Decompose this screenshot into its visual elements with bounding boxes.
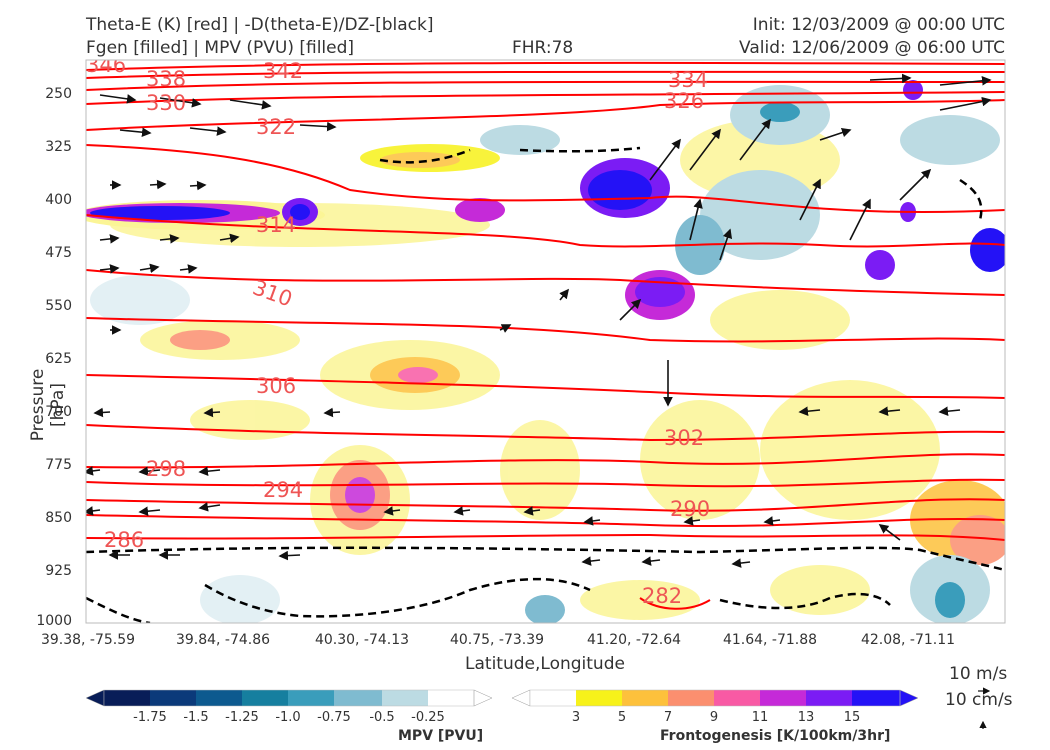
plot-area: 346 338 342 330 322 334 326 314 310 306 … xyxy=(86,53,1005,623)
fgen-tick: 3 xyxy=(571,710,581,725)
y-tick: 400 xyxy=(45,192,72,208)
contour-label: 338 xyxy=(146,67,186,91)
quiver-key-horizontal: 10 m/s xyxy=(949,664,1008,684)
contour-label: 342 xyxy=(263,59,303,83)
y-tick: 1000 xyxy=(36,613,72,629)
mpv-colorbar-label: MPV [PVU] xyxy=(398,728,484,744)
mpv-tick: -0.25 xyxy=(411,710,445,725)
quiver-key-arrows xyxy=(978,687,991,729)
contour-label: 322 xyxy=(256,115,296,139)
forecast-hour: FHR:78 xyxy=(512,38,574,58)
title-line2: Fgen [filled] | MPV (PVU) [filled] xyxy=(86,38,355,58)
x-tick: 40.30, -74.13 xyxy=(314,632,410,648)
y-tick: 625 xyxy=(45,351,72,367)
mpv-tick: -0.75 xyxy=(317,710,351,725)
mpv-tick: -1.0 xyxy=(275,710,301,725)
y-tick: 250 xyxy=(45,86,72,102)
contour-labels: 346 338 342 330 322 334 326 314 310 306 … xyxy=(86,53,710,608)
mpv-tick: -0.5 xyxy=(369,710,395,725)
init-time: Init: 12/03/2009 @ 00:00 UTC xyxy=(752,15,1005,35)
x-tick: 42.08, -71.11 xyxy=(860,632,956,648)
contour-label: 346 xyxy=(86,53,126,77)
y-tick: 775 xyxy=(45,457,72,473)
valid-time: Valid: 12/06/2009 @ 06:00 UTC xyxy=(739,38,1005,58)
contour-label: 330 xyxy=(146,91,186,115)
x-axis-label: Latitude,Longitude xyxy=(465,654,625,674)
y-tick: 475 xyxy=(45,245,72,261)
mpv-tick: -1.25 xyxy=(225,710,259,725)
y-tick: 850 xyxy=(45,510,72,526)
contour-label: 286 xyxy=(104,528,144,552)
mpv-tick: -1.5 xyxy=(183,710,209,725)
fgen-tick: 15 xyxy=(843,710,861,725)
x-tick: 39.84, -74.86 xyxy=(175,632,271,648)
x-tick: 40.75, -73.39 xyxy=(449,632,545,648)
contour-label: 314 xyxy=(256,213,296,237)
fgen-tick: 11 xyxy=(751,710,769,725)
x-tick: 39.38, -75.59 xyxy=(40,632,136,648)
y-tick: 325 xyxy=(45,139,72,155)
quiver-key-vertical: 10 cm/s xyxy=(945,690,1013,710)
y-tick: 550 xyxy=(45,298,72,314)
y-tick: 925 xyxy=(45,563,72,579)
contour-label: 326 xyxy=(664,89,704,113)
contour-label: 302 xyxy=(664,426,704,450)
contour-label: 334 xyxy=(668,68,708,92)
mpv-colorbar xyxy=(85,689,493,707)
x-tick: 41.64, -71.88 xyxy=(722,632,818,648)
fgen-colorbar-label: Frontogenesis [K/100km/3hr] xyxy=(660,728,891,744)
contour-label: 294 xyxy=(263,478,303,502)
fgen-tick: 7 xyxy=(663,710,673,725)
contour-label: 290 xyxy=(670,497,710,521)
stability-contours xyxy=(86,146,1005,623)
wind-vectors xyxy=(86,73,992,568)
pv-band xyxy=(86,80,1005,320)
plot-frame xyxy=(85,59,1006,624)
fgen-colorbar xyxy=(511,689,919,707)
fgen-tick: 9 xyxy=(709,710,719,725)
mpv-tick: -1.75 xyxy=(133,710,167,725)
contour-label: 282 xyxy=(642,584,682,608)
theta-e-contours xyxy=(86,61,1005,610)
title-line1: Theta-E (K) [red] | -D(theta-E)/DZ-[blac… xyxy=(86,15,434,35)
fgen-tick: 5 xyxy=(617,710,627,725)
fgen-tick: 13 xyxy=(797,710,815,725)
contour-label: 298 xyxy=(146,457,186,481)
y-tick: 700 xyxy=(45,404,72,420)
contour-label: 306 xyxy=(256,374,296,398)
fgen-fill xyxy=(110,120,1005,620)
x-tick: 41.20, -72.64 xyxy=(586,632,682,648)
